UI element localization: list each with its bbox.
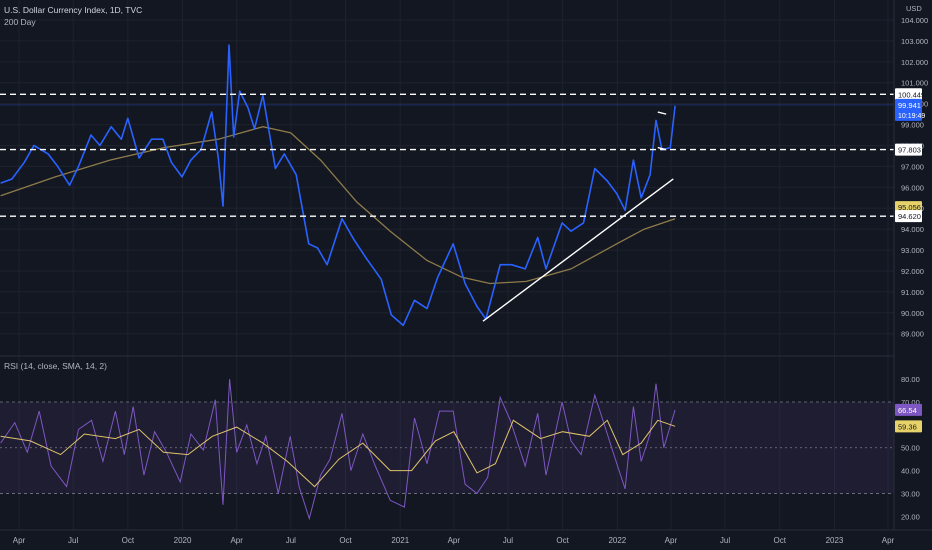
currency-label: USD <box>906 4 922 13</box>
time-tick-label[interactable]: Jul <box>68 536 78 545</box>
price-tick-label[interactable]: 90.000 <box>901 309 924 318</box>
badge-ma-value: 95.056 <box>898 203 921 212</box>
rsi-tick-label[interactable]: 20.00 <box>901 512 920 521</box>
price-tick-label[interactable]: 97.000 <box>901 162 924 171</box>
time-tick-label[interactable]: Jul <box>286 536 296 545</box>
badge-level-upper: 100.449 <box>898 90 925 99</box>
price-tick-label[interactable]: 103.000 <box>901 37 928 46</box>
time-tick-label[interactable]: Oct <box>339 536 352 545</box>
time-tick-label[interactable]: Jul <box>503 536 513 545</box>
ma-legend-label[interactable]: 200 Day <box>4 17 36 27</box>
time-tick-label[interactable]: Oct <box>774 536 787 545</box>
trendline[interactable] <box>482 178 674 322</box>
time-tick-label[interactable]: Apr <box>448 536 461 545</box>
badge-rsi-ma-value-bg <box>895 420 922 433</box>
rsi-tick-label[interactable]: 30.00 <box>901 489 920 498</box>
price-tick-label[interactable]: 93.000 <box>901 246 924 255</box>
price-tick-label[interactable]: 104.000 <box>901 16 928 25</box>
time-tick-label[interactable]: Apr <box>665 536 678 545</box>
rsi-legend-label[interactable]: RSI (14, close, SMA, 14, 2) <box>4 361 107 371</box>
time-tick-label[interactable]: 2022 <box>608 536 626 545</box>
chart-title[interactable]: U.S. Dollar Currency Index, 1D, TVC <box>4 5 142 15</box>
rsi-line <box>0 379 676 521</box>
price-tick-label[interactable]: 96.000 <box>901 183 924 192</box>
rsi-tick-label[interactable]: 70.00 <box>901 398 920 407</box>
badge-last-price: 99.941 <box>898 101 921 110</box>
flag-channel-bottom[interactable] <box>657 146 667 151</box>
time-tick-label[interactable]: 2021 <box>391 536 409 545</box>
price-tick-label[interactable]: 99.000 <box>901 121 924 130</box>
badge-level-upper-bg <box>895 88 922 101</box>
badge-countdown: 10:19:49 <box>898 113 925 120</box>
badge-level-mid: 97.803 <box>898 146 921 155</box>
price-tick-label[interactable]: 92.000 <box>901 267 924 276</box>
time-tick-label[interactable]: Oct <box>556 536 569 545</box>
rsi-tick-label[interactable]: 40.00 <box>901 467 920 476</box>
rsi-ma-line <box>0 419 676 488</box>
badge-level-mid-bg <box>895 143 922 156</box>
rsi-tick-label[interactable]: 50.00 <box>901 444 920 453</box>
rsi-tick-label[interactable]: 80.00 <box>901 375 920 384</box>
badge-rsi-value-bg <box>895 403 922 416</box>
price-line <box>0 44 676 327</box>
badge-rsi-value: 66.54 <box>898 406 917 415</box>
price-tick-label[interactable]: 91.000 <box>901 288 924 297</box>
price-tick-label[interactable]: 89.000 <box>901 330 924 339</box>
time-tick-label[interactable]: Oct <box>122 536 135 545</box>
time-tick-label[interactable]: 2020 <box>174 536 192 545</box>
time-tick-label[interactable]: 2023 <box>826 536 844 545</box>
annotation-layer <box>0 93 894 322</box>
time-tick-label[interactable]: Apr <box>230 536 243 545</box>
badge-last-price-bg <box>895 98 922 121</box>
badge-rsi-ma-value: 59.36 <box>898 422 917 431</box>
price-tick-label[interactable]: 101.000 <box>901 79 928 88</box>
time-tick-label[interactable]: Apr <box>882 536 895 545</box>
price-tick-label[interactable]: 102.000 <box>901 58 928 67</box>
time-tick-label[interactable]: Apr <box>13 536 26 545</box>
price-tick-label[interactable]: 94.000 <box>901 225 924 234</box>
flag-channel-top[interactable] <box>657 111 667 115</box>
rsi-band-layer <box>0 401 894 494</box>
badge-level-lower: 94.620 <box>898 212 921 221</box>
time-tick-label[interactable]: Jul <box>720 536 730 545</box>
badge-ma-value-bg <box>895 201 922 214</box>
badge-level-lower-bg <box>895 210 922 223</box>
